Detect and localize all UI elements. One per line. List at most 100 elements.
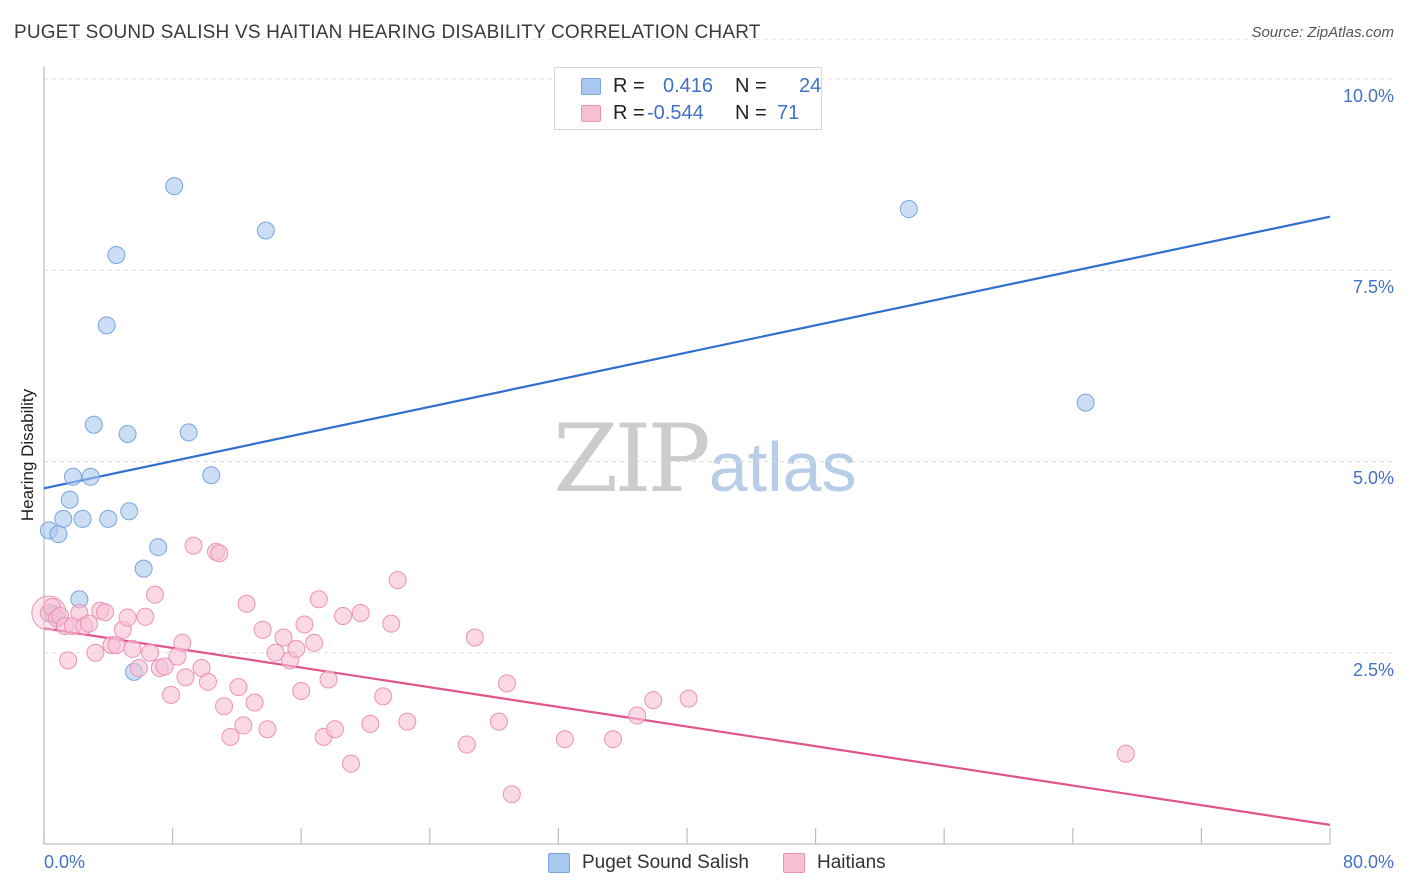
legend-label: Haitians	[817, 852, 886, 873]
data-point	[382, 614, 401, 633]
n-label: N =	[735, 75, 767, 97]
data-point	[149, 538, 168, 557]
legend-item-haitians[interactable]: Haitians	[783, 851, 913, 877]
salish-legend-icon	[548, 853, 570, 873]
data-point	[134, 559, 153, 578]
y-tick-label: 5.0%	[1352, 468, 1394, 488]
data-point	[325, 720, 344, 739]
watermark-zip: ZIP	[553, 405, 711, 514]
legend-item-salish[interactable]: Puget Sound Salish	[548, 851, 768, 877]
data-point	[333, 607, 352, 626]
r-value: 0.416	[663, 75, 714, 97]
source-credit: Source: ZipAtlas.com	[1251, 24, 1394, 41]
salish-swatch-icon	[581, 78, 601, 95]
data-point	[120, 502, 139, 521]
data-point	[84, 415, 103, 434]
data-point	[245, 693, 264, 712]
n-label: N =	[735, 102, 767, 124]
data-point	[1116, 744, 1135, 763]
data-point	[489, 712, 508, 731]
axes	[43, 66, 1331, 845]
data-point	[86, 643, 105, 662]
data-point	[295, 615, 314, 634]
data-point	[73, 509, 92, 528]
data-point	[54, 509, 73, 528]
data-point	[210, 544, 229, 563]
data-point	[266, 643, 285, 662]
data-point	[118, 424, 137, 443]
r-value: -0.544	[647, 102, 704, 124]
data-point	[628, 706, 647, 725]
data-point	[97, 316, 116, 335]
data-point	[81, 467, 100, 486]
data-point	[253, 620, 272, 639]
data-point	[497, 674, 516, 693]
data-point	[123, 639, 142, 658]
y-tick-label: 2.5%	[1352, 660, 1394, 680]
data-point	[60, 490, 79, 509]
data-point	[145, 585, 164, 604]
data-point	[1076, 393, 1095, 412]
data-point	[287, 639, 306, 658]
data-point	[305, 633, 324, 652]
data-point	[229, 678, 248, 697]
data-point	[398, 712, 417, 731]
data-point	[361, 714, 380, 733]
data-point	[63, 467, 82, 486]
trend-line	[43, 627, 1331, 826]
chart-title: PUGET SOUND SALISH VS HAITIAN HEARING DI…	[14, 22, 761, 43]
data-point	[129, 659, 148, 678]
stats-row-haitians: R = -0.544 N = 71	[555, 102, 823, 128]
data-point	[215, 697, 234, 716]
data-point	[644, 691, 663, 710]
data-point	[256, 221, 275, 240]
data-point	[165, 177, 184, 196]
r-label: R =	[613, 102, 645, 124]
data-point	[80, 614, 99, 633]
y-tick-label: 7.5%	[1352, 277, 1394, 297]
data-point	[502, 785, 521, 804]
data-point	[258, 720, 277, 739]
data-point	[351, 603, 370, 622]
data-point	[274, 628, 293, 647]
trend-lines	[43, 215, 1331, 826]
data-point	[457, 735, 476, 754]
data-point	[184, 536, 203, 555]
data-point	[555, 730, 574, 749]
y-axis-label: Hearing Disability	[18, 388, 37, 522]
r-label: R =	[613, 75, 645, 97]
data-point	[59, 651, 78, 670]
n-value: 71	[777, 102, 800, 124]
x-tick-label-max: 80.0%	[1342, 852, 1394, 872]
data-point	[309, 590, 328, 609]
data-point	[176, 668, 195, 687]
data-point	[96, 603, 115, 622]
data-point	[374, 687, 393, 706]
data-point	[342, 754, 361, 773]
data-point	[292, 682, 311, 700]
watermark-atlas: atlas	[708, 428, 857, 506]
data-point	[155, 657, 174, 676]
haitians-legend-icon	[783, 853, 805, 873]
data-point	[173, 633, 192, 652]
data-point	[202, 466, 221, 485]
data-point	[179, 423, 198, 442]
y-tick-label: 10.0%	[1342, 86, 1394, 106]
data-point	[319, 670, 338, 689]
data-point	[899, 200, 918, 219]
legend-label: Puget Sound Salish	[582, 852, 749, 873]
data-point	[118, 608, 137, 627]
x-tick-label-min: 0.0%	[44, 852, 86, 872]
data-point	[388, 571, 407, 590]
watermark: ZIPatlas	[553, 405, 857, 514]
haitians-swatch-icon	[581, 105, 601, 122]
stats-box: R = 0.416 N = 24 R = -0.544 N = 71	[554, 67, 822, 130]
data-point	[198, 672, 217, 691]
data-point	[99, 509, 118, 528]
trend-line	[43, 215, 1331, 490]
data-point	[136, 607, 155, 626]
data-point	[237, 594, 256, 613]
data-points	[31, 177, 1135, 804]
data-point	[49, 525, 68, 544]
